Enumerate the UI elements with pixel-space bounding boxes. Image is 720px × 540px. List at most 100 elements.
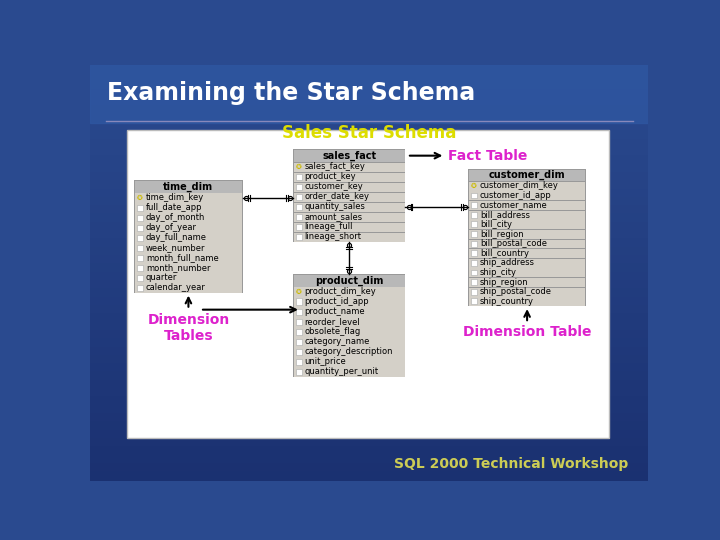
Bar bbox=[469, 170, 585, 181]
Text: Fact Table: Fact Table bbox=[410, 148, 528, 163]
Text: time_dim: time_dim bbox=[163, 181, 214, 192]
Bar bbox=[296, 319, 302, 325]
Bar bbox=[469, 249, 585, 258]
Bar bbox=[90, 356, 648, 364]
Bar bbox=[296, 339, 302, 345]
Bar bbox=[296, 359, 302, 364]
Text: lineage_short: lineage_short bbox=[305, 232, 361, 241]
Text: ✪: ✪ bbox=[471, 183, 477, 189]
Bar bbox=[296, 204, 302, 210]
Bar bbox=[296, 174, 302, 180]
Text: sales_fact_key: sales_fact_key bbox=[305, 163, 366, 171]
Bar bbox=[138, 214, 143, 221]
Bar bbox=[472, 251, 477, 256]
Bar bbox=[294, 193, 405, 202]
Bar bbox=[468, 168, 586, 306]
Bar bbox=[90, 248, 648, 256]
Bar bbox=[296, 369, 302, 375]
Text: product_name: product_name bbox=[305, 307, 365, 316]
Text: month_full_name: month_full_name bbox=[145, 253, 219, 262]
Bar bbox=[90, 331, 648, 339]
Bar bbox=[90, 114, 648, 123]
Bar bbox=[90, 447, 648, 456]
Text: reorder_level: reorder_level bbox=[305, 317, 361, 326]
Bar bbox=[296, 184, 302, 190]
Bar bbox=[90, 265, 648, 273]
Bar bbox=[472, 212, 477, 218]
Text: day_full_name: day_full_name bbox=[145, 233, 207, 242]
Bar bbox=[90, 456, 648, 464]
Bar bbox=[296, 234, 302, 240]
Bar bbox=[294, 347, 405, 356]
Text: Dimension
Tables: Dimension Tables bbox=[148, 313, 230, 343]
Bar bbox=[135, 253, 242, 262]
Bar bbox=[138, 275, 143, 281]
Bar bbox=[469, 220, 585, 229]
Bar bbox=[472, 260, 477, 266]
Bar bbox=[90, 314, 648, 322]
Text: product_dim: product_dim bbox=[315, 275, 384, 286]
Text: order_date_key: order_date_key bbox=[305, 192, 369, 201]
Bar bbox=[127, 130, 609, 438]
Bar bbox=[90, 381, 648, 389]
Text: calendar_year: calendar_year bbox=[145, 283, 206, 292]
Bar bbox=[90, 281, 648, 289]
Bar bbox=[90, 464, 648, 472]
Text: customer_id_app: customer_id_app bbox=[480, 191, 552, 200]
Bar bbox=[135, 204, 242, 213]
Bar bbox=[469, 259, 585, 268]
Bar bbox=[135, 213, 242, 222]
Text: week_number: week_number bbox=[145, 243, 205, 252]
Bar bbox=[90, 82, 648, 90]
Text: Sales Star Schema: Sales Star Schema bbox=[282, 124, 456, 141]
Bar bbox=[90, 289, 648, 298]
Bar bbox=[294, 233, 405, 242]
Text: ship_country: ship_country bbox=[480, 297, 534, 306]
Bar bbox=[138, 285, 143, 291]
Bar bbox=[296, 194, 302, 200]
Text: Dimension Table: Dimension Table bbox=[463, 326, 591, 340]
Text: product_dim_key: product_dim_key bbox=[305, 287, 377, 296]
Bar bbox=[472, 279, 477, 285]
Bar bbox=[90, 223, 648, 231]
Bar bbox=[90, 389, 648, 397]
Bar bbox=[472, 289, 477, 295]
Bar bbox=[294, 173, 405, 182]
Bar bbox=[138, 245, 143, 251]
Text: bill_country: bill_country bbox=[480, 249, 528, 258]
Bar bbox=[90, 131, 648, 140]
Bar bbox=[293, 150, 405, 242]
Bar bbox=[469, 268, 585, 278]
Text: obsolete_flag: obsolete_flag bbox=[305, 327, 361, 336]
Bar bbox=[472, 299, 477, 304]
Bar bbox=[469, 182, 585, 191]
Text: ship_region: ship_region bbox=[480, 278, 528, 287]
Text: ship_address: ship_address bbox=[480, 258, 535, 267]
Bar bbox=[472, 202, 477, 208]
Bar bbox=[135, 181, 242, 193]
Text: amount_sales: amount_sales bbox=[305, 212, 363, 221]
Bar bbox=[296, 214, 302, 220]
Bar bbox=[138, 254, 143, 261]
Bar bbox=[90, 406, 648, 414]
Bar bbox=[90, 256, 648, 265]
Bar bbox=[90, 181, 648, 190]
Text: bill_region: bill_region bbox=[480, 230, 523, 239]
Text: product_key: product_key bbox=[305, 172, 356, 181]
Bar bbox=[90, 231, 648, 239]
Bar bbox=[135, 244, 242, 253]
Bar bbox=[90, 306, 648, 314]
Bar bbox=[296, 224, 302, 230]
Text: quarter: quarter bbox=[145, 273, 177, 282]
Bar bbox=[135, 193, 242, 202]
Bar bbox=[90, 206, 648, 214]
Bar bbox=[134, 180, 243, 293]
Bar bbox=[90, 140, 648, 148]
Bar bbox=[469, 230, 585, 239]
Text: ✪: ✪ bbox=[295, 288, 302, 294]
Text: ✪: ✪ bbox=[137, 194, 143, 201]
Bar bbox=[90, 273, 648, 281]
Text: ship_postal_code: ship_postal_code bbox=[480, 287, 552, 296]
Bar bbox=[90, 339, 648, 348]
Bar bbox=[138, 265, 143, 271]
